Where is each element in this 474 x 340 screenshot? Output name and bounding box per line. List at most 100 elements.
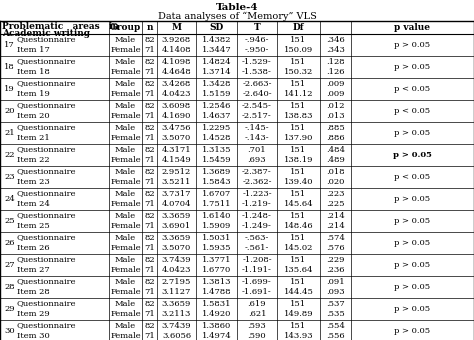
- Text: 82: 82: [144, 234, 155, 241]
- Text: 1.5909: 1.5909: [202, 222, 231, 231]
- Text: 151: 151: [291, 255, 307, 264]
- Text: Questionnaire: Questionnaire: [17, 321, 76, 329]
- Text: Male: Male: [115, 234, 136, 241]
- Text: 150.09: 150.09: [284, 47, 313, 54]
- Text: 1.3689: 1.3689: [202, 168, 231, 175]
- Text: 82: 82: [144, 322, 155, 329]
- Text: 151: 151: [291, 211, 307, 220]
- Text: Item 19: Item 19: [17, 90, 50, 99]
- Text: .535: .535: [326, 310, 345, 319]
- Text: 3.9268: 3.9268: [162, 35, 191, 44]
- Text: Male: Male: [115, 277, 136, 286]
- Text: .537: .537: [326, 300, 345, 307]
- Text: 3.5211: 3.5211: [162, 178, 191, 187]
- Text: 71: 71: [144, 68, 155, 76]
- Text: Questionnaire: Questionnaire: [17, 123, 76, 131]
- Text: p > 0.05: p > 0.05: [394, 195, 430, 203]
- Text: 1.5831: 1.5831: [202, 300, 231, 307]
- Text: p < 0.05: p < 0.05: [394, 173, 430, 181]
- Text: .128: .128: [326, 57, 345, 66]
- Text: .554: .554: [326, 322, 345, 329]
- Text: 4.1549: 4.1549: [162, 156, 191, 165]
- Text: 1.3771: 1.3771: [202, 255, 231, 264]
- Text: Item 27: Item 27: [17, 267, 50, 274]
- Text: 1.5843: 1.5843: [202, 178, 231, 187]
- Text: Item 24: Item 24: [17, 201, 50, 208]
- Text: 71: 71: [144, 178, 155, 187]
- Text: -2.663-: -2.663-: [242, 80, 272, 87]
- Text: Item 30: Item 30: [17, 333, 50, 340]
- Text: -1.538-: -1.538-: [242, 68, 272, 76]
- Text: 4.3171: 4.3171: [162, 146, 191, 153]
- Text: .489: .489: [326, 156, 345, 165]
- Text: 71: 71: [144, 289, 155, 296]
- Text: Questionnaire: Questionnaire: [17, 57, 76, 65]
- Text: 2.7195: 2.7195: [162, 277, 191, 286]
- Text: Academic writing: Academic writing: [2, 29, 90, 38]
- Text: 3.4268: 3.4268: [162, 80, 191, 87]
- Text: Questionnaire: Questionnaire: [17, 101, 76, 109]
- Text: 3.6056: 3.6056: [162, 333, 191, 340]
- Text: 4.4648: 4.4648: [162, 68, 191, 76]
- Text: Female: Female: [110, 135, 141, 142]
- Text: 145.02: 145.02: [284, 244, 313, 253]
- Text: Item 28: Item 28: [17, 289, 50, 296]
- Text: 71: 71: [144, 47, 155, 54]
- Text: -1.691-: -1.691-: [242, 289, 272, 296]
- Text: .093: .093: [326, 289, 345, 296]
- Text: 26: 26: [4, 239, 15, 247]
- Text: 138.19: 138.19: [284, 156, 313, 165]
- Text: p > 0.05: p > 0.05: [394, 63, 430, 71]
- Text: SD: SD: [210, 23, 224, 32]
- Text: 145.64: 145.64: [283, 201, 313, 208]
- Text: Questionnaire: Questionnaire: [17, 233, 76, 241]
- Text: 82: 82: [144, 123, 155, 132]
- Text: 1.3135: 1.3135: [202, 146, 231, 153]
- Text: 2.9512: 2.9512: [162, 168, 191, 175]
- Text: Questionnaire: Questionnaire: [17, 299, 76, 307]
- Text: Female: Female: [110, 310, 141, 319]
- Text: 1.4528: 1.4528: [202, 135, 231, 142]
- Text: 151: 151: [291, 102, 307, 109]
- Text: 1.6140: 1.6140: [202, 211, 231, 220]
- Text: 4.1690: 4.1690: [162, 113, 191, 120]
- Text: Male: Male: [115, 123, 136, 132]
- Text: -1.699-: -1.699-: [242, 277, 272, 286]
- Text: Female: Female: [110, 201, 141, 208]
- Text: Item 25: Item 25: [17, 222, 50, 231]
- Text: p > 0.05: p > 0.05: [393, 151, 432, 159]
- Text: .886: .886: [326, 135, 345, 142]
- Text: 18: 18: [4, 63, 15, 71]
- Text: Female: Female: [110, 222, 141, 231]
- Text: 82: 82: [144, 168, 155, 175]
- Text: .343: .343: [326, 47, 345, 54]
- Text: -.946-: -.946-: [245, 35, 269, 44]
- Text: 1.4637: 1.4637: [202, 113, 231, 120]
- Text: 151: 151: [291, 234, 307, 241]
- Text: 82: 82: [144, 57, 155, 66]
- Text: Item 26: Item 26: [17, 244, 50, 253]
- Text: -1.529-: -1.529-: [242, 57, 272, 66]
- Text: .223: .223: [326, 189, 345, 198]
- Text: Male: Male: [115, 146, 136, 153]
- Text: -.143-: -.143-: [245, 135, 269, 142]
- Text: 1.4382: 1.4382: [202, 35, 231, 44]
- Text: p < 0.05: p < 0.05: [394, 107, 430, 115]
- Text: -1.208-: -1.208-: [242, 255, 272, 264]
- Text: 30: 30: [4, 327, 15, 335]
- Text: Male: Male: [115, 102, 136, 109]
- Text: p > 0.05: p > 0.05: [394, 283, 430, 291]
- Text: 1.4824: 1.4824: [202, 57, 231, 66]
- Text: Questionnaire: Questionnaire: [17, 167, 76, 175]
- Text: 71: 71: [144, 113, 155, 120]
- Text: 138.83: 138.83: [284, 113, 313, 120]
- Text: 71: 71: [144, 310, 155, 319]
- Text: 21: 21: [4, 129, 15, 137]
- Text: 1.5935: 1.5935: [202, 244, 231, 253]
- Text: 141.12: 141.12: [284, 90, 313, 99]
- Text: 71: 71: [144, 222, 155, 231]
- Text: Data analyses of “Memory” VLS: Data analyses of “Memory” VLS: [157, 12, 317, 21]
- Text: 1.3447: 1.3447: [201, 47, 231, 54]
- Text: p > 0.05: p > 0.05: [394, 129, 430, 137]
- Text: .229: .229: [326, 255, 345, 264]
